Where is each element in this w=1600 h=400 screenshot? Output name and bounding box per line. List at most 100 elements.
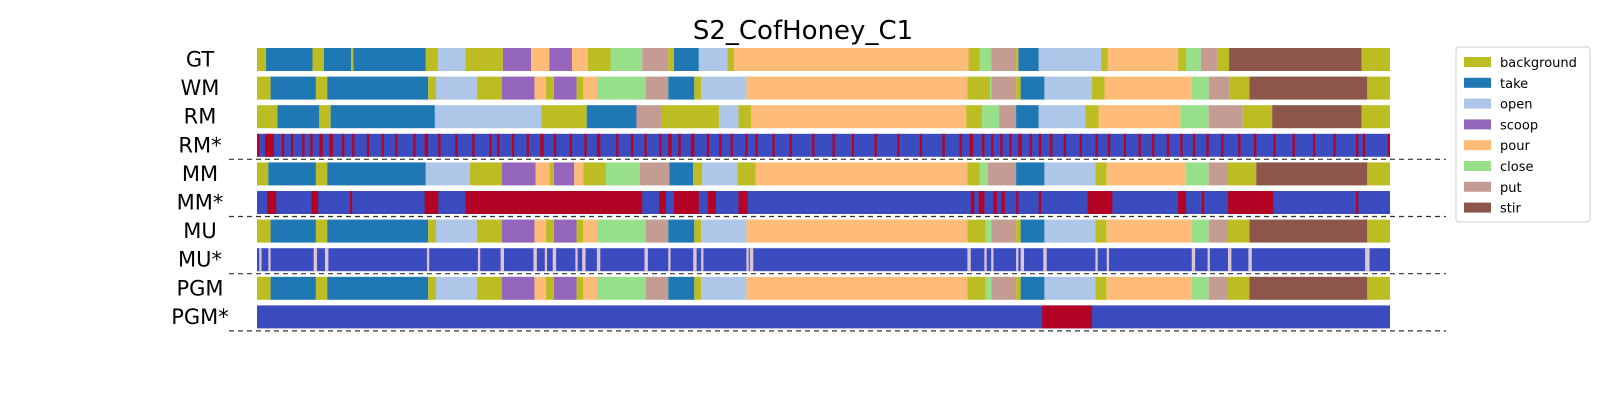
segment-uncertain <box>313 248 318 272</box>
segment-open <box>719 105 739 129</box>
segment-error <box>1227 191 1274 214</box>
segment-uncertain <box>596 248 601 272</box>
segment-background <box>967 162 980 186</box>
row-label: MM <box>182 162 218 186</box>
segment-background <box>428 219 437 243</box>
segment-background <box>576 219 584 243</box>
segment-scoop <box>501 76 535 100</box>
segment-background <box>1367 162 1390 186</box>
segment-error <box>1107 133 1111 157</box>
segment-background <box>968 48 980 71</box>
segment-background <box>1016 219 1021 243</box>
segment-uncertain <box>1043 248 1047 272</box>
segment-pour <box>535 162 550 186</box>
segment-error <box>1238 133 1241 157</box>
segment-close <box>1180 105 1209 129</box>
segment-background <box>1095 219 1107 243</box>
segment-background <box>1361 48 1390 71</box>
legend-item-background: background <box>1464 56 1577 71</box>
segment-take <box>1020 76 1045 100</box>
segment-open <box>698 48 728 71</box>
segment-background <box>727 48 734 71</box>
segment-background <box>351 48 354 71</box>
segment-uncertain <box>1365 248 1370 272</box>
segment-background <box>966 105 983 129</box>
legend-item-put: put <box>1464 181 1522 196</box>
segment-error <box>755 133 758 157</box>
legend-item-open: open <box>1464 98 1532 113</box>
segment-put <box>1208 162 1228 186</box>
timeline-rows: GT WM RM RM* MM MM* MU MU* PGM PGM* <box>171 48 1446 332</box>
segment-put <box>636 105 662 129</box>
segment-pour <box>746 276 968 300</box>
segment-background <box>738 105 751 129</box>
segment-open <box>436 276 477 300</box>
segment-background <box>545 276 554 300</box>
segment-error <box>319 133 323 157</box>
segment-close <box>985 276 992 300</box>
segment-error <box>290 133 294 157</box>
segment-error <box>991 133 994 157</box>
segment-error <box>789 133 792 157</box>
legend-label: scoop <box>1500 118 1538 133</box>
segment-put <box>991 48 1017 71</box>
segment-open <box>701 76 747 100</box>
segment-take <box>327 76 429 100</box>
segment-error <box>1221 133 1224 157</box>
segment-put <box>999 105 1017 129</box>
segment-take <box>586 105 637 129</box>
segment-stir <box>1229 48 1362 71</box>
segment-background <box>1242 105 1273 129</box>
segment-background <box>1227 162 1257 186</box>
segment-background <box>541 105 587 129</box>
row-rm: RM <box>184 105 1390 129</box>
segment-error <box>424 133 429 157</box>
segment-take <box>330 105 435 129</box>
segment-put <box>1208 76 1230 100</box>
segment-open <box>1038 105 1086 129</box>
segment-stir <box>1249 76 1368 100</box>
segment-error <box>424 191 439 214</box>
segment-error <box>257 133 260 157</box>
legend-swatch <box>1464 57 1491 67</box>
legend-item-stir: stir <box>1464 202 1521 217</box>
segment-error <box>874 133 877 157</box>
segment-take <box>1020 219 1045 243</box>
segment-error <box>1206 133 1209 157</box>
segment-open <box>1044 76 1093 100</box>
legend-item-scoop: scoop <box>1464 118 1538 133</box>
segment-error <box>1095 133 1098 157</box>
segment-pour <box>583 219 599 243</box>
segment-uncertain <box>1016 248 1019 272</box>
segment-error <box>526 133 529 157</box>
row-label: MU* <box>178 248 222 272</box>
legend-swatch <box>1464 202 1491 213</box>
segment-error <box>264 133 274 157</box>
segment-error <box>281 133 285 157</box>
segment-background <box>315 219 328 243</box>
segment-scoop <box>553 162 575 186</box>
segment-uncertain <box>749 248 754 272</box>
segment-take <box>266 48 313 71</box>
segment-background <box>315 76 328 100</box>
segment-background <box>319 105 331 129</box>
row-wm: WM <box>181 76 1390 100</box>
segment-background <box>1016 276 1021 300</box>
segment-uncertain <box>552 248 557 272</box>
segment-error <box>497 133 500 157</box>
segment-pour <box>534 219 546 243</box>
row-rm-error: RM* <box>178 133 1446 160</box>
segment-pour <box>1104 76 1192 100</box>
segment-error <box>465 191 643 214</box>
segment-error <box>302 133 305 157</box>
segment-error <box>719 133 722 157</box>
segment-scoop <box>501 162 536 186</box>
segment-error <box>596 133 601 157</box>
segment-error <box>349 191 353 214</box>
legend-label: put <box>1500 181 1522 196</box>
legend-label: stir <box>1500 202 1521 217</box>
segment-uncertain <box>746 248 749 272</box>
segment-background <box>693 162 703 186</box>
segment-scoop <box>501 219 535 243</box>
segment-scoop <box>553 76 577 100</box>
